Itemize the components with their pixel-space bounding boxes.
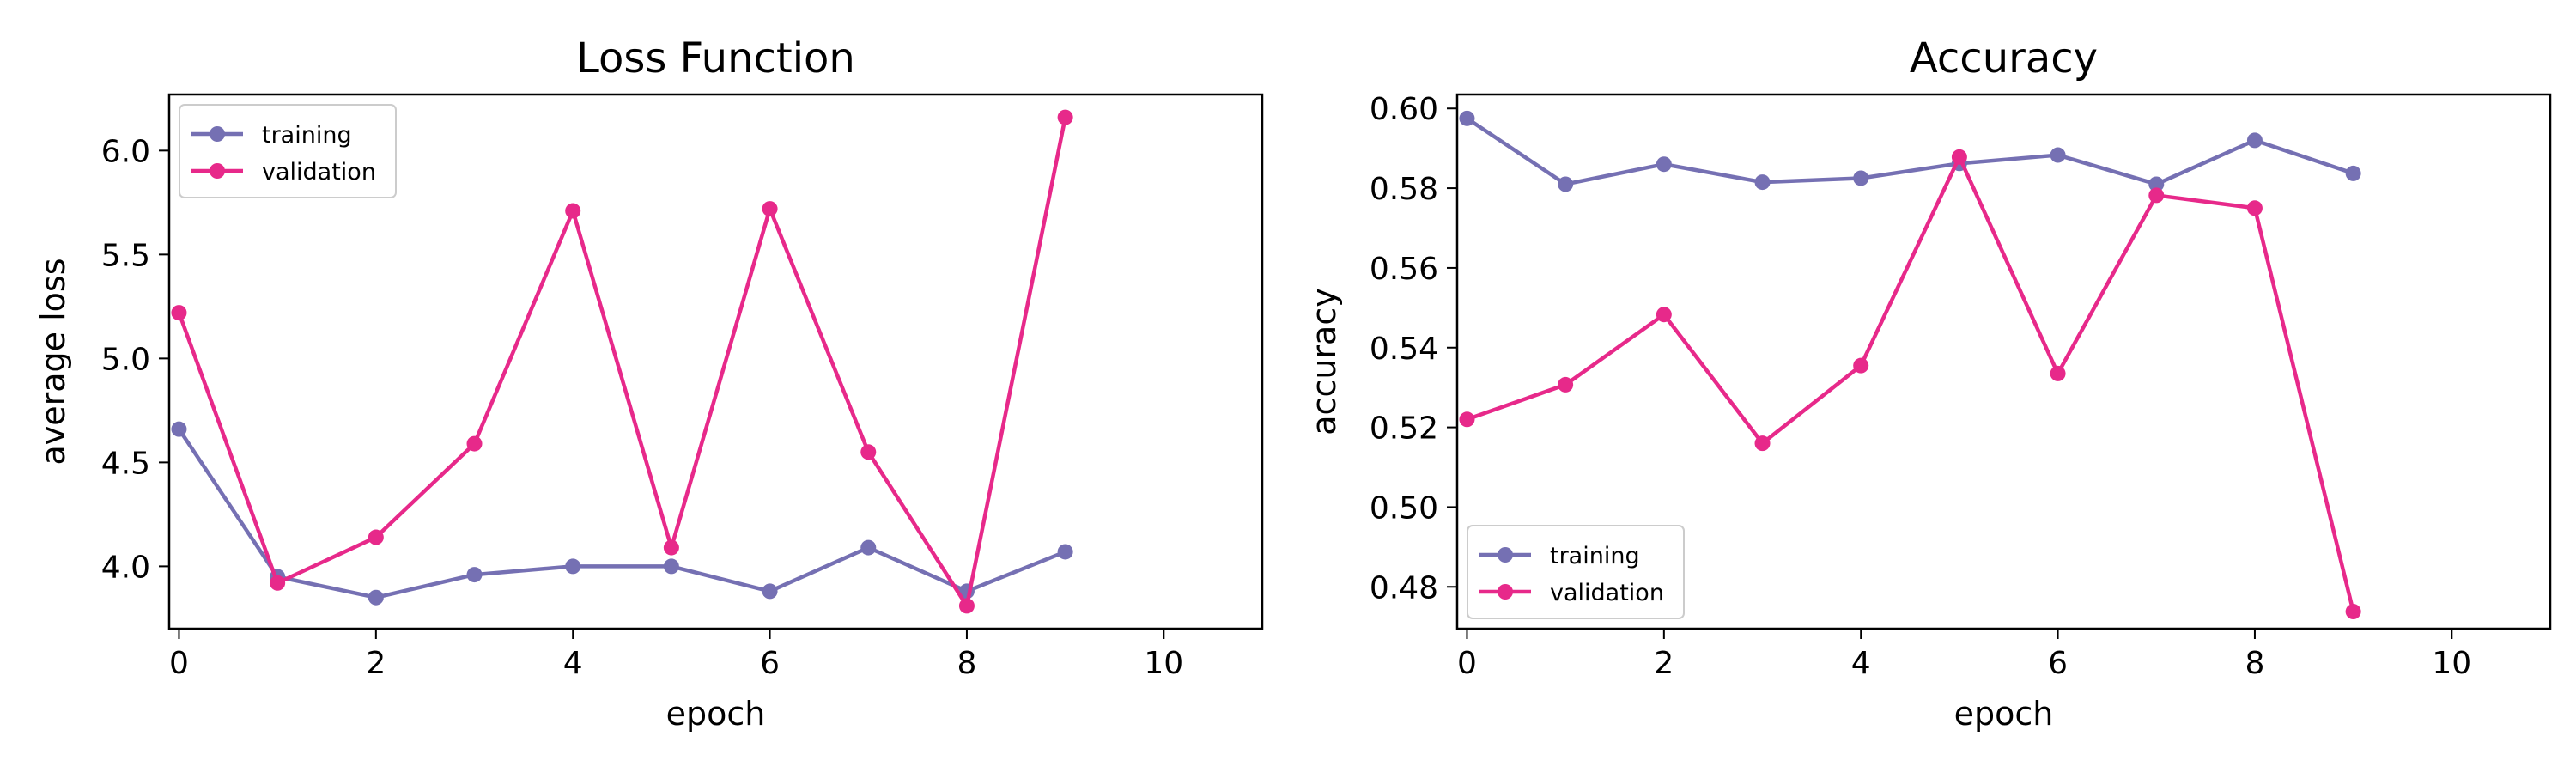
chart-2-validation-point	[2050, 365, 2066, 381]
chart-1-training-point	[565, 558, 581, 575]
chart-1-y-tick-label: 5.0	[101, 342, 150, 377]
chart-1-validation-point	[466, 435, 483, 452]
chart-1-training-point	[1057, 544, 1073, 560]
chart-1-validation-point	[860, 444, 877, 460]
chart-2-x-axis-label: epoch	[1954, 695, 2054, 733]
chart-1-legend-training-marker	[210, 126, 225, 142]
chart-2-validation-point	[1853, 357, 1869, 374]
chart-2-validation-point	[1754, 435, 1771, 452]
chart-1-y-tick-label: 6.0	[101, 134, 150, 169]
chart-1-validation-point	[171, 305, 187, 321]
chart-1-validation-line	[177, 115, 1067, 608]
chart-2-y-tick-label: 0.54	[1370, 332, 1438, 367]
chart-2-training-line	[1465, 116, 2355, 186]
chart-1-validation-point	[958, 598, 975, 614]
chart-1-training-line	[177, 427, 1067, 600]
chart-2: Accuracy 0 2 4 6 8 10 0.48 0.50 0.52 0.54 0.56 0.58 0…	[1305, 34, 2552, 733]
chart-1-y-tick-label: 5.5	[101, 238, 150, 273]
chart-2-x-tick-label: 8	[2245, 646, 2264, 681]
chart-2-legend-box	[1467, 525, 1685, 619]
chart-2-validation-point	[1656, 307, 1672, 323]
chart-1-validation-point	[1057, 109, 1073, 125]
chart-2-legend-validation-marker	[1498, 584, 1513, 600]
chart-2-plot-area	[1459, 110, 2361, 620]
chart-2-y-tick-label: 0.56	[1370, 252, 1438, 287]
chart-1-training-point	[663, 558, 679, 575]
chart-1-x-axis-label: epoch	[666, 695, 766, 733]
chart-2-validation-point	[2148, 187, 2165, 204]
chart-2-y-tick-label: 0.48	[1370, 570, 1438, 606]
chart-1-validation-point	[270, 575, 286, 591]
chart-2-y-tick-label: 0.52	[1370, 411, 1438, 447]
chart-1-training-point	[171, 421, 187, 437]
chart-2-validation-point	[2345, 604, 2361, 620]
chart-2-y-axis-label: accuracy	[1305, 288, 1343, 435]
chart-1-training-point	[762, 583, 778, 600]
chart-1-training-point	[368, 589, 384, 606]
chart-2-training-point	[2050, 147, 2066, 163]
chart-2-validation-point	[1951, 149, 1967, 165]
chart-1-x-tick-label: 0	[169, 646, 189, 681]
chart-2-title: Accuracy	[1910, 34, 2098, 82]
chart-1-validation-point	[565, 203, 581, 219]
chart-1-x-tick-label: 10	[1144, 646, 1183, 681]
chart-2-training-point	[2148, 176, 2165, 192]
chart-2-legend-training-label: training	[1550, 543, 1640, 569]
chart-1-legend-box	[179, 104, 397, 198]
chart-1-y-tick-label: 4.5	[101, 446, 150, 481]
chart-2-validation-point	[1459, 411, 1475, 428]
chart-2-axes-frame	[1455, 93, 2552, 630]
chart-1-validation-point	[368, 529, 384, 545]
chart-1-legend: training validation	[179, 104, 397, 198]
chart-1-training-point	[466, 567, 483, 583]
chart-1-title: Loss Function	[576, 34, 855, 82]
chart-1-plot-area	[171, 109, 1073, 614]
chart-2-validation-point	[1558, 376, 1574, 393]
chart-1-legend-validation-label: validation	[262, 159, 376, 186]
chart-1-legend-validation-marker	[210, 163, 225, 179]
chart-2-x-tick-label: 6	[2048, 646, 2068, 681]
chart-1-x-tick-label: 8	[957, 646, 976, 681]
chart-2-training-point	[1656, 156, 1672, 173]
chart-2-y-tick-label: 0.60	[1370, 92, 1438, 127]
chart-1-x-tick-label: 4	[563, 646, 583, 681]
chart-1-y-tick-label: 4.0	[101, 550, 150, 585]
chart-2-x-tick-label: 10	[2432, 646, 2471, 681]
chart-1-x-tick-label: 6	[760, 646, 780, 681]
chart-2-training-point	[1853, 170, 1869, 186]
chart-2-validation-point	[2246, 200, 2263, 216]
chart-1-validation-point	[663, 539, 679, 556]
chart-1-y-axis-label: average loss	[34, 258, 72, 465]
chart-2-training-point	[1459, 110, 1475, 126]
chart-2-x-tick-label: 0	[1457, 646, 1477, 681]
chart-2-legend-training-marker	[1498, 547, 1513, 563]
chart-2-legend-validation-label: validation	[1550, 580, 1664, 606]
chart-2-x-tick-label: 4	[1851, 646, 1871, 681]
chart-1: Loss Function 0 2 4 6 8 10 4.0 4.5 5.0 5.5 6.0 epoch…	[34, 34, 1264, 733]
chart-2-training-point	[1558, 176, 1574, 192]
chart-1-x-tick-label: 2	[366, 646, 386, 681]
chart-2-legend: training validation	[1467, 525, 1685, 619]
chart-1-axes-frame	[167, 93, 1264, 630]
chart-1-training-point	[860, 539, 877, 556]
chart-2-y-tick-label: 0.50	[1370, 490, 1438, 526]
chart-2-training-point	[2246, 132, 2263, 149]
chart-2-x-tick-label: 2	[1654, 646, 1674, 681]
chart-1-validation-point	[762, 201, 778, 217]
chart-2-training-point	[1754, 174, 1771, 191]
chart-2-training-point	[2345, 165, 2361, 181]
chart-2-y-tick-label: 0.58	[1370, 172, 1438, 207]
chart-1-legend-training-label: training	[262, 122, 352, 149]
chart-2-validation-line	[1465, 155, 2355, 614]
